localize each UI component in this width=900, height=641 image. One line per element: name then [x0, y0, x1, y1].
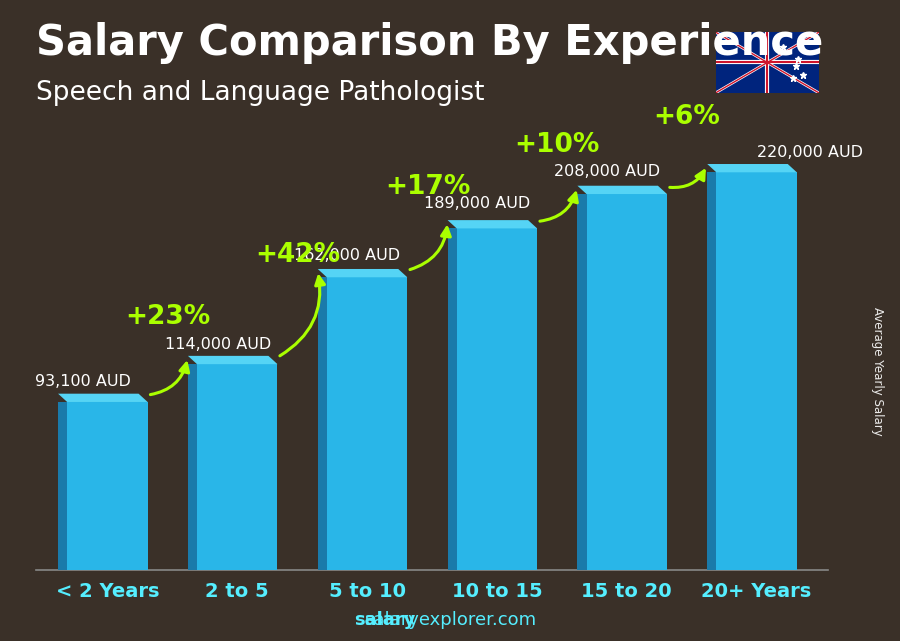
Bar — [318, 278, 327, 570]
Text: 114,000 AUD: 114,000 AUD — [165, 337, 271, 352]
Bar — [447, 228, 456, 570]
Bar — [327, 278, 408, 570]
Polygon shape — [707, 164, 796, 172]
Text: +42%: +42% — [255, 242, 340, 268]
Text: Salary Comparison By Experience: Salary Comparison By Experience — [36, 22, 824, 65]
Bar — [456, 228, 537, 570]
Text: Speech and Language Pathologist: Speech and Language Pathologist — [36, 80, 484, 106]
Bar — [587, 194, 667, 570]
Text: 220,000 AUD: 220,000 AUD — [757, 146, 862, 160]
Text: +10%: +10% — [515, 132, 600, 158]
Text: 93,100 AUD: 93,100 AUD — [35, 374, 130, 388]
Bar — [197, 364, 277, 570]
Bar — [188, 364, 197, 570]
Text: +17%: +17% — [385, 174, 470, 200]
Polygon shape — [578, 186, 667, 194]
Bar — [716, 172, 796, 570]
Bar — [707, 172, 716, 570]
Text: +6%: +6% — [653, 104, 721, 130]
Polygon shape — [447, 220, 537, 228]
Bar — [58, 402, 68, 570]
Bar — [578, 194, 587, 570]
Text: 189,000 AUD: 189,000 AUD — [424, 196, 530, 212]
Bar — [68, 402, 148, 570]
Text: salary: salary — [355, 612, 416, 629]
Text: 162,000 AUD: 162,000 AUD — [294, 247, 400, 263]
Polygon shape — [188, 356, 277, 364]
Text: Average Yearly Salary: Average Yearly Salary — [871, 308, 884, 436]
Text: 208,000 AUD: 208,000 AUD — [554, 164, 661, 179]
Polygon shape — [58, 394, 148, 402]
Text: +23%: +23% — [125, 304, 211, 330]
Polygon shape — [318, 269, 408, 278]
Text: salaryexplorer.com: salaryexplorer.com — [364, 612, 536, 629]
